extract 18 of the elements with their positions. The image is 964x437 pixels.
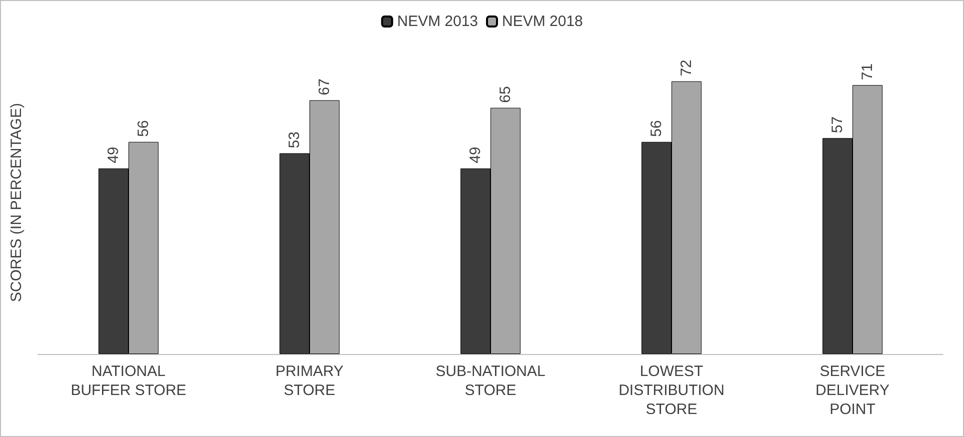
x-tick-label: LOWEST DISTRIBUTION STORE — [618, 363, 724, 418]
data-label: 56 — [648, 120, 665, 137]
data-label: 72 — [678, 60, 695, 76]
legend-label: NEVM 2018 — [502, 13, 583, 30]
data-label: 49 — [467, 146, 484, 164]
x-tick-label: SERVICE DELIVERY POINT — [816, 363, 890, 418]
data-label: 67 — [316, 78, 333, 96]
data-label: 49 — [105, 146, 122, 164]
data-label: 65 — [497, 86, 514, 103]
data-label: 53 — [286, 132, 303, 148]
x-tick-label: PRIMARY STORE — [275, 363, 344, 399]
legend-label: NEVM 2013 — [397, 13, 478, 30]
x-tick-label: NATIONAL BUFFER STORE — [70, 363, 186, 399]
data-label: 71 — [859, 63, 876, 80]
data-label: 57 — [829, 116, 846, 134]
y-axis-title: SCORES (IN PERCENTAGE) — [8, 103, 25, 302]
data-label: 56 — [135, 120, 152, 137]
x-tick-label: SUB-NATIONAL STORE — [436, 363, 546, 399]
